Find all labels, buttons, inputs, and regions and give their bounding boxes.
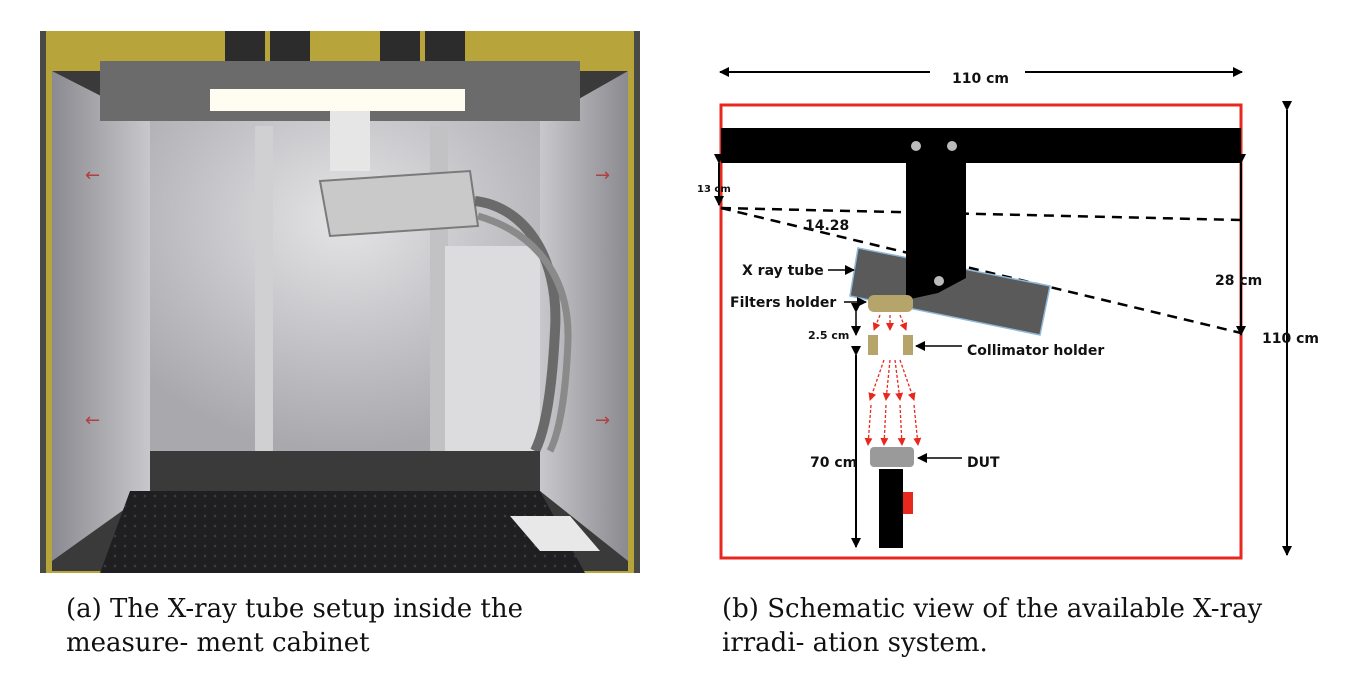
irradiation-schematic: 110 cm 110 cm 13 cm 14.28 28 cm X ray tu… [697, 67, 1319, 560]
dist-28-label: 28 cm [1215, 273, 1262, 289]
dashed-horizontal [720, 206, 1242, 222]
dashed-tilted [720, 206, 1242, 335]
xray-tube-photo [318, 169, 480, 238]
gap-25-label: 2.5 cm [808, 329, 849, 342]
xray-tube [849, 247, 1051, 336]
caption-a: (a) The X-ray tube setup inside the meas… [66, 594, 523, 658]
offset-13-label: 13 cm [697, 184, 731, 195]
left-wall [52, 71, 150, 561]
bolt [911, 141, 921, 151]
xray-cabinet-photo: ← ← → → [40, 31, 640, 573]
collimator-right [903, 335, 913, 355]
optical-table [100, 491, 585, 573]
height-label: 110 cm [1262, 331, 1319, 347]
bolt [947, 141, 957, 151]
cabinet-outline [719, 103, 1243, 560]
svg-text:→: → [595, 410, 610, 431]
svg-text:←: ← [85, 165, 100, 186]
right-wall [540, 71, 628, 561]
filters-holder [868, 295, 913, 312]
dut-support [879, 469, 903, 548]
angle-label: 14.28 [805, 218, 849, 234]
support-mark [903, 492, 913, 514]
caption-b: (b) Schematic view of the available X-ra… [722, 594, 1263, 658]
dut [870, 447, 914, 467]
xray-beam [864, 314, 922, 446]
filters-holder-label: Filters holder [730, 295, 836, 311]
top-beam [721, 128, 1241, 163]
bolt [934, 276, 944, 286]
xray-tube-label: X ray tube [742, 263, 824, 279]
width-label: 110 cm [952, 71, 1009, 87]
dist-70-label: 70 cm [810, 455, 857, 471]
dut-label: DUT [967, 455, 1000, 471]
collimator-holder-label: Collimator holder [967, 343, 1104, 359]
svg-text:→: → [595, 165, 610, 186]
collimator-left [868, 335, 878, 355]
svg-text:←: ← [85, 410, 100, 431]
light [210, 89, 465, 111]
